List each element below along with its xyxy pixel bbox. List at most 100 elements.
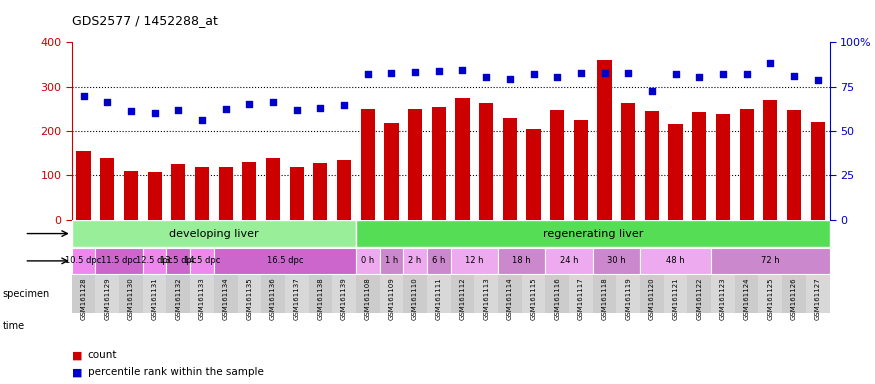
Point	[787, 73, 801, 79]
Bar	[474, 275, 498, 313]
Bar	[810, 122, 825, 220]
Text: GSM161127: GSM161127	[815, 278, 821, 320]
Text: GSM161126: GSM161126	[791, 278, 797, 320]
Bar	[290, 167, 304, 220]
Text: GSM161124: GSM161124	[744, 278, 750, 320]
Bar	[455, 98, 470, 220]
Bar	[782, 275, 806, 313]
Point	[480, 74, 494, 80]
Bar	[716, 114, 730, 220]
Bar	[763, 100, 777, 220]
Text: GSM161119: GSM161119	[626, 278, 631, 320]
Bar	[403, 248, 427, 274]
Point	[290, 107, 304, 113]
Text: 13.5 dpc: 13.5 dpc	[160, 257, 197, 265]
Text: 12.5 dpc: 12.5 dpc	[136, 257, 173, 265]
Text: GSM161114: GSM161114	[507, 278, 513, 320]
Bar	[309, 275, 332, 313]
Text: GSM161133: GSM161133	[199, 278, 205, 320]
Bar	[545, 248, 592, 274]
Bar	[645, 111, 659, 220]
Bar	[148, 172, 162, 220]
Bar	[190, 275, 214, 313]
Bar	[214, 248, 356, 274]
Point	[101, 99, 115, 105]
Bar	[214, 275, 237, 313]
Bar	[95, 275, 119, 313]
Text: count: count	[88, 350, 117, 360]
Bar	[195, 167, 209, 220]
Point	[242, 101, 256, 107]
Bar	[616, 275, 640, 313]
Bar	[806, 275, 829, 313]
Bar	[356, 220, 830, 247]
Text: 10.5 dpc: 10.5 dpc	[66, 257, 102, 265]
Point	[266, 99, 280, 105]
Bar	[190, 248, 214, 274]
Bar	[550, 110, 564, 220]
Bar	[237, 275, 262, 313]
Text: GSM161112: GSM161112	[459, 278, 466, 320]
Text: specimen: specimen	[3, 289, 50, 299]
Point	[337, 102, 351, 108]
Text: GDS2577 / 1452288_at: GDS2577 / 1452288_at	[72, 14, 218, 27]
Point	[621, 70, 635, 76]
Point	[195, 117, 209, 123]
Text: GSM161125: GSM161125	[767, 278, 774, 320]
Bar	[735, 275, 759, 313]
Text: GSM161130: GSM161130	[128, 278, 134, 320]
Bar	[143, 275, 166, 313]
Bar	[285, 275, 309, 313]
Text: GSM161134: GSM161134	[222, 278, 228, 320]
Bar	[759, 275, 782, 313]
Point	[77, 93, 91, 99]
Text: 30 h: 30 h	[607, 257, 626, 265]
Bar	[498, 275, 522, 313]
Text: GSM161136: GSM161136	[270, 278, 276, 320]
Text: 12 h: 12 h	[465, 257, 484, 265]
Bar	[479, 103, 494, 220]
Point	[124, 108, 138, 114]
Text: ■: ■	[72, 367, 82, 377]
Text: regenerating liver: regenerating liver	[542, 228, 643, 238]
Text: ■: ■	[72, 350, 82, 360]
Bar	[262, 275, 285, 313]
Bar	[72, 220, 356, 247]
Bar	[219, 167, 233, 220]
Text: GSM161108: GSM161108	[365, 278, 371, 320]
Bar	[380, 275, 403, 313]
Bar	[621, 103, 635, 220]
Text: GSM161115: GSM161115	[530, 278, 536, 320]
Point	[763, 60, 777, 66]
Point	[384, 70, 398, 76]
Text: 2 h: 2 h	[409, 257, 422, 265]
Point	[148, 110, 162, 116]
Text: developing liver: developing liver	[169, 228, 259, 238]
Bar	[592, 248, 640, 274]
Text: 24 h: 24 h	[560, 257, 578, 265]
Bar	[166, 275, 190, 313]
Point	[574, 70, 588, 76]
Point	[598, 70, 612, 76]
Bar	[119, 275, 143, 313]
Text: 72 h: 72 h	[761, 257, 780, 265]
Bar	[143, 248, 166, 274]
Bar	[124, 171, 138, 220]
Text: GSM161110: GSM161110	[412, 278, 418, 320]
Text: 48 h: 48 h	[666, 257, 685, 265]
Bar	[408, 109, 423, 220]
Text: 6 h: 6 h	[432, 257, 445, 265]
Bar	[100, 158, 115, 220]
Point	[550, 74, 564, 80]
Point	[739, 71, 753, 77]
Text: GSM161111: GSM161111	[436, 278, 442, 320]
Bar	[527, 129, 541, 220]
Bar	[360, 109, 374, 220]
Bar	[711, 275, 735, 313]
Bar	[569, 275, 592, 313]
Text: GSM161123: GSM161123	[720, 278, 726, 320]
Bar	[76, 151, 91, 220]
Bar	[356, 275, 380, 313]
Text: GSM161131: GSM161131	[151, 278, 158, 320]
Bar	[503, 118, 517, 220]
